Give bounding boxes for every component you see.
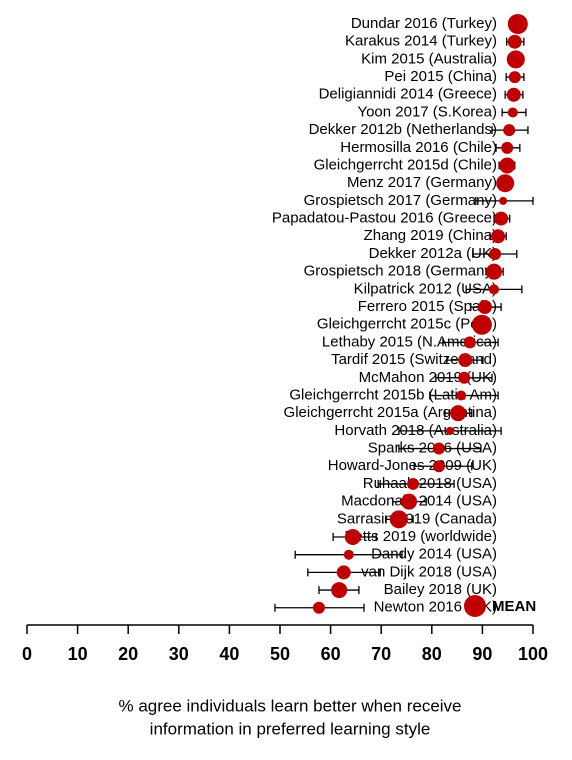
x-tick-label: 30: [169, 644, 189, 664]
y-tick-label: Bailey 2018 (UK): [384, 581, 497, 598]
x-tick-label: 70: [371, 644, 391, 664]
dot: [491, 229, 506, 244]
dot: [432, 442, 445, 455]
y-tick-label: Kim 2015 (Australia): [361, 50, 497, 67]
dot: [499, 157, 516, 174]
dot: [432, 460, 445, 473]
x-tick-label: 40: [219, 644, 239, 664]
y-tick-label: Tardif 2015 (Switzerland): [331, 351, 497, 368]
y-tick-label: Papadatou-Pastou 2016 (Greece): [272, 210, 497, 227]
dot: [507, 34, 522, 49]
dot: [389, 510, 408, 529]
x-tick-label: 60: [321, 644, 341, 664]
x-tick-label: 10: [68, 644, 88, 664]
dot: [401, 493, 418, 510]
x-axis-label: information in preferred learning style: [150, 719, 431, 738]
dot: [496, 174, 515, 193]
y-tick-label: Dekker 2012b (Netherlands): [309, 121, 497, 138]
y-tick-label: Gleichgerrcht 2015b (Latin Am): [289, 386, 497, 403]
y-tick-label: Kilpatrick 2012 (USA): [354, 280, 497, 297]
x-tick-label: 0: [22, 644, 32, 664]
dot: [499, 196, 508, 205]
dot: [336, 565, 351, 580]
y-tick-label: Yoon 2017 (S.Korea): [357, 103, 497, 120]
y-tick-label: Grospietsch 2017 (Germany): [304, 192, 497, 209]
x-tick-label: 80: [422, 644, 442, 664]
dot: [344, 529, 361, 546]
dot: [407, 477, 420, 490]
x-tick-label: 90: [472, 644, 492, 664]
y-tick-label: van Dijk 2018 (USA): [361, 563, 497, 580]
dot: [494, 211, 509, 226]
dot: [506, 87, 521, 102]
y-tick-label: Ferrero 2015 (Spain): [358, 298, 497, 315]
x-tick-label: 20: [118, 644, 138, 664]
dot: [463, 336, 476, 349]
dot: [458, 371, 471, 384]
x-axis-label: % agree individuals learn better when re…: [118, 696, 461, 715]
dot: [458, 353, 473, 368]
legend-label: MEAN: [492, 598, 536, 615]
y-tick-label: Dundar 2016 (Turkey): [351, 15, 497, 32]
dot: [312, 601, 325, 614]
y-tick-label: Karakus 2014 (Turkey): [345, 33, 497, 50]
dot: [506, 50, 525, 69]
dot: [507, 107, 518, 118]
dot: [507, 14, 528, 34]
dot: [456, 390, 467, 401]
y-tick-label: Howard-Jones 2009 (UK): [328, 457, 497, 474]
y-tick-label: Hermosilla 2016 (Chile): [340, 139, 497, 156]
y-tick-label: Zhang 2019 (China): [364, 227, 497, 244]
y-tick-label: Sarrasin 2019 (Canada): [337, 510, 497, 527]
y-tick-label: Gleichgerrcht 2015d (Chile): [314, 156, 497, 173]
dot: [446, 426, 455, 435]
dot: [489, 247, 502, 260]
dot: [471, 314, 492, 335]
y-tick-label: Lethaby 2015 (N.America): [322, 333, 497, 350]
y-tick-label: Pei 2015 (China): [384, 68, 497, 85]
dot: [343, 549, 354, 560]
dot: [508, 71, 521, 84]
dot: [486, 263, 503, 280]
y-tick-label: Grospietsch 2018 (Germany): [304, 263, 497, 280]
legend-marker: [464, 595, 486, 617]
dot: [450, 405, 467, 422]
dot: [501, 141, 514, 154]
dot: [331, 582, 348, 599]
y-tick-label: Deligiannidi 2014 (Greece): [319, 86, 497, 103]
y-tick-label: Betts 2019 (worldwide): [344, 528, 497, 545]
dot: [503, 124, 516, 137]
dot: [477, 300, 492, 315]
x-tick-label: 100: [518, 644, 548, 664]
y-tick-label: Gleichgerrcht 2015c (Peru): [317, 316, 497, 333]
y-tick-label: Menz 2017 (Germany): [347, 174, 497, 191]
x-tick-label: 50: [270, 644, 290, 664]
dot: [489, 284, 500, 295]
y-tick-label: Gleichgerrcht 2015a (Argentina): [284, 404, 497, 421]
y-tick-label: Dekker 2012a (UK): [369, 245, 497, 262]
